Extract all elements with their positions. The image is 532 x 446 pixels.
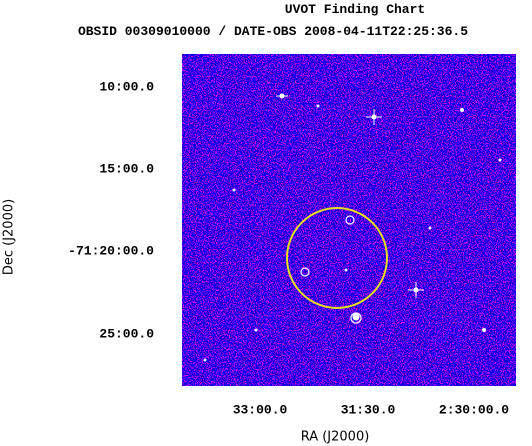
source-marker xyxy=(345,215,355,225)
y-axis-label: Dec (J2000) xyxy=(2,199,17,275)
chart-title: UVOT Finding Chart xyxy=(285,2,425,17)
star xyxy=(344,268,348,272)
y-tick-label: 15:00.0 xyxy=(99,161,154,176)
source-marker xyxy=(350,312,362,324)
star xyxy=(460,108,464,112)
y-tick-label: -71:20:00.0 xyxy=(68,243,154,258)
y-tick-label: 10:00.0 xyxy=(99,79,154,94)
chart-subtitle: OBSID 00309010000 / DATE-OBS 2008-04-11T… xyxy=(78,24,468,39)
x-tick-label: 2:30:00.0 xyxy=(439,402,509,417)
star xyxy=(498,158,502,162)
star xyxy=(428,226,432,230)
star xyxy=(203,358,207,362)
star xyxy=(232,188,236,192)
star xyxy=(254,328,258,332)
x-tick-label: 31:30.0 xyxy=(341,402,396,417)
target-circle xyxy=(286,207,388,309)
star xyxy=(482,328,486,332)
x-tick-label: 33:00.0 xyxy=(233,402,288,417)
star xyxy=(352,313,360,321)
stars xyxy=(203,93,502,362)
source-marker xyxy=(300,267,310,277)
sky-image xyxy=(182,54,516,386)
star xyxy=(316,104,320,108)
image-background xyxy=(182,54,516,386)
y-tick-label: 25:00.0 xyxy=(99,326,154,341)
x-axis-label: RA (J2000) xyxy=(301,430,370,445)
